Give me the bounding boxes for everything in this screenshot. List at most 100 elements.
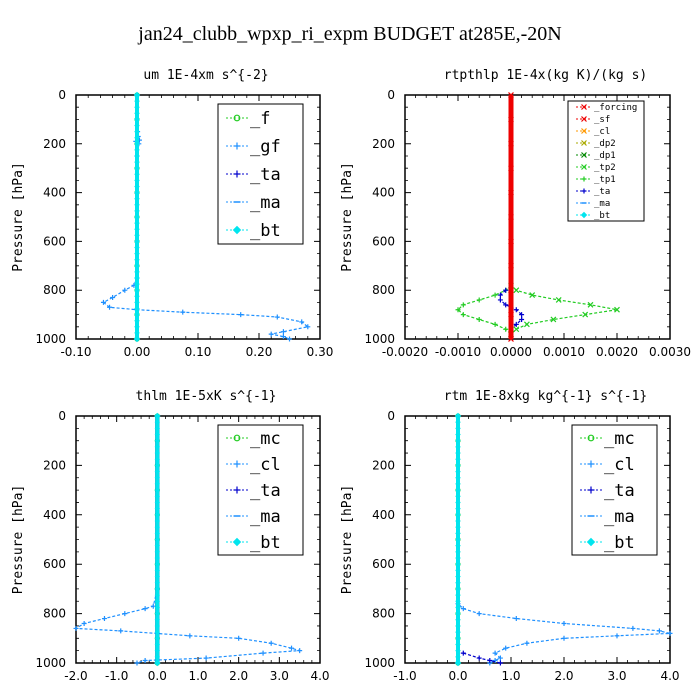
x-tick-label: -0.0010 [435, 345, 481, 359]
data-point [455, 307, 461, 313]
data-point [513, 616, 519, 622]
data-point [513, 287, 520, 294]
data-point [134, 171, 140, 178]
data-point [154, 592, 161, 598]
data-point [305, 324, 311, 330]
data-point [455, 444, 461, 450]
data-point [154, 499, 161, 506]
data-point [455, 610, 461, 617]
data-point [154, 493, 161, 499]
data-point [134, 214, 140, 220]
legend-label: _cl [250, 455, 281, 475]
data-point [455, 542, 461, 549]
legend-label: _mc [604, 429, 635, 449]
legend-label: _bt [604, 533, 635, 553]
data-point [150, 603, 156, 609]
data-point [508, 92, 514, 98]
x-tick-label: -2.0 [64, 669, 87, 683]
legend-marker [581, 188, 587, 194]
x-tick-label: -0.0020 [382, 345, 428, 359]
data-point [508, 281, 514, 287]
data-point [455, 561, 461, 567]
data-point [134, 220, 140, 226]
data-point [236, 635, 242, 641]
data-point [107, 304, 113, 310]
data-point [455, 462, 461, 469]
data-point [299, 319, 305, 325]
legend-marker [233, 170, 241, 178]
data-point [154, 660, 161, 666]
data-point [455, 617, 461, 623]
legend-label: _ma [250, 507, 281, 527]
data-point [508, 171, 514, 177]
data-point [81, 620, 87, 626]
x-tick-label: 0.00 [124, 345, 151, 359]
data-point [142, 606, 148, 612]
legend-box [571, 424, 658, 556]
y-tick-label: 600 [43, 234, 66, 248]
y-tick-label: 800 [372, 607, 395, 621]
data-point [154, 580, 161, 586]
data-point [154, 542, 161, 549]
data-point [508, 220, 514, 226]
data-point [134, 110, 140, 117]
data-point [508, 123, 514, 128]
data-point [508, 184, 514, 189]
data-point [508, 293, 514, 299]
data-point [508, 251, 514, 257]
data-point [134, 232, 140, 239]
data-point [154, 413, 161, 419]
data-point [503, 326, 509, 332]
data-point [154, 647, 161, 654]
data-point [508, 116, 514, 122]
data-point [134, 153, 140, 159]
x-tick-label: -1.0 [105, 669, 128, 683]
data-point [134, 195, 140, 202]
data-point [154, 604, 161, 611]
data-point [503, 302, 509, 308]
legend-marker [233, 142, 241, 150]
data-point [134, 183, 140, 190]
data-point [134, 128, 140, 135]
data-point [134, 202, 140, 208]
data-point [134, 141, 140, 147]
data-point [134, 281, 140, 287]
data-point [274, 314, 280, 320]
data-point [508, 287, 514, 293]
data-point [455, 487, 461, 493]
data-point [154, 617, 161, 623]
legend-label: _ta [594, 187, 610, 197]
data-point [508, 214, 514, 220]
data-point [508, 312, 514, 318]
data-point [280, 329, 286, 335]
x-tick-label: 0.0030 [649, 345, 691, 359]
data-point [455, 573, 461, 580]
data-point [154, 635, 161, 642]
data-point [268, 640, 274, 646]
y-tick-label: 400 [43, 508, 66, 522]
legend: _f _gf _ta _ma _bt [217, 103, 304, 245]
data-point [154, 654, 161, 660]
data-point [154, 567, 161, 574]
data-point [508, 104, 514, 110]
data-point [455, 623, 461, 629]
data-point [455, 512, 461, 518]
data-point [508, 232, 514, 238]
data-point [455, 629, 461, 635]
data-point [455, 641, 461, 648]
data-point [134, 134, 140, 141]
data-point [513, 307, 519, 313]
legend-label: _ta [604, 481, 635, 501]
data-point [455, 518, 461, 524]
data-point [508, 147, 514, 153]
legend-marker [232, 225, 242, 235]
data-point [587, 301, 594, 308]
legend-marker [232, 537, 242, 547]
data-point [134, 256, 140, 263]
data-point [460, 650, 466, 656]
data-point [154, 610, 161, 617]
series-line-tp1 [457, 284, 512, 335]
data-point [455, 493, 461, 499]
legend-label: _sf [594, 115, 610, 125]
data-point [154, 641, 161, 648]
